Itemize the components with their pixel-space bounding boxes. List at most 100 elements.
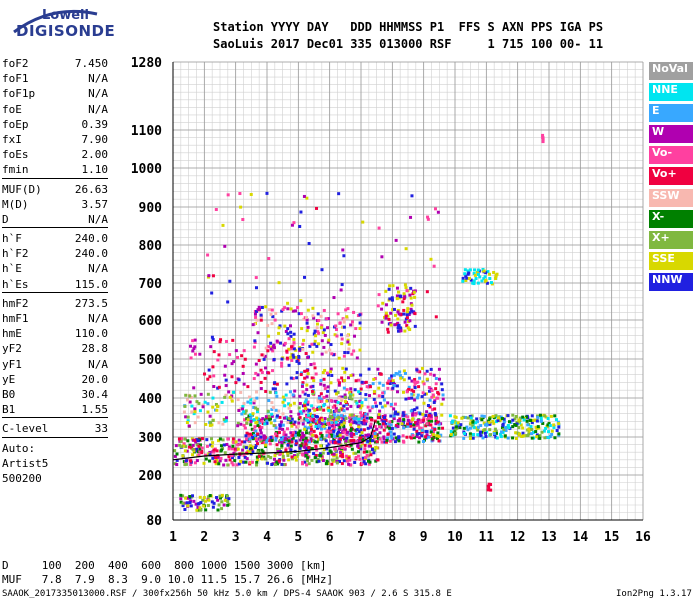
param-value: 1.10 bbox=[81, 163, 109, 177]
data-point bbox=[288, 417, 292, 421]
data-point bbox=[292, 337, 296, 341]
data-point bbox=[555, 429, 559, 433]
data-point bbox=[180, 445, 184, 449]
data-point bbox=[329, 370, 333, 374]
data-point bbox=[304, 415, 308, 419]
data-point bbox=[227, 447, 231, 451]
data-point bbox=[414, 421, 418, 425]
data-point bbox=[259, 435, 263, 439]
data-point bbox=[305, 318, 309, 322]
data-point bbox=[299, 299, 303, 303]
data-point bbox=[270, 322, 274, 326]
data-point bbox=[357, 378, 361, 382]
data-point bbox=[290, 358, 294, 362]
data-point bbox=[464, 274, 468, 278]
data-point bbox=[355, 439, 359, 443]
data-point bbox=[472, 282, 476, 286]
data-point bbox=[238, 192, 242, 196]
data-point bbox=[224, 393, 228, 397]
data-point bbox=[183, 404, 187, 408]
data-point bbox=[357, 423, 361, 427]
data-point bbox=[246, 385, 250, 389]
data-point bbox=[412, 427, 416, 431]
data-point bbox=[248, 437, 252, 441]
data-point bbox=[239, 390, 243, 394]
data-point bbox=[409, 302, 413, 306]
data-point bbox=[396, 326, 400, 330]
data-point bbox=[427, 385, 431, 389]
data-point bbox=[286, 307, 290, 311]
data-point bbox=[298, 349, 302, 353]
data-point bbox=[311, 433, 315, 437]
data-point bbox=[305, 444, 309, 448]
data-point bbox=[382, 440, 386, 444]
data-point bbox=[188, 495, 192, 499]
data-point bbox=[348, 394, 352, 398]
data-point bbox=[215, 460, 219, 464]
data-point bbox=[403, 329, 407, 333]
data-point bbox=[259, 454, 263, 458]
data-point bbox=[263, 440, 267, 444]
data-point bbox=[291, 433, 295, 437]
data-point bbox=[287, 363, 291, 367]
data-point bbox=[257, 358, 261, 362]
data-point bbox=[269, 347, 273, 351]
data-point bbox=[347, 347, 351, 351]
data-point bbox=[304, 315, 308, 319]
data-point bbox=[209, 421, 213, 425]
data-point bbox=[278, 324, 282, 328]
data-point bbox=[255, 410, 259, 414]
data-point bbox=[315, 426, 319, 430]
data-point bbox=[357, 415, 361, 419]
data-point bbox=[264, 389, 268, 393]
data-point bbox=[359, 428, 363, 432]
data-point bbox=[382, 398, 386, 402]
data-point bbox=[395, 322, 399, 326]
header-labels: Station YYYY DAY DDD HHMMSS P1 FFS S AXN… bbox=[213, 20, 604, 34]
data-point bbox=[428, 405, 432, 409]
data-point bbox=[281, 423, 285, 427]
param-row: yF2 28.8 bbox=[2, 341, 108, 356]
data-point bbox=[262, 455, 266, 459]
data-point bbox=[224, 384, 228, 388]
data-point bbox=[381, 391, 385, 395]
data-point bbox=[411, 434, 415, 438]
data-point bbox=[422, 382, 426, 386]
data-point bbox=[216, 439, 220, 443]
data-point bbox=[267, 418, 271, 422]
data-point bbox=[480, 418, 484, 422]
data-point bbox=[342, 354, 346, 358]
data-point bbox=[267, 256, 271, 260]
data-point bbox=[345, 316, 349, 320]
data-point bbox=[376, 436, 380, 440]
data-point bbox=[530, 432, 534, 436]
data-point bbox=[324, 439, 328, 443]
data-point bbox=[319, 378, 323, 382]
data-point bbox=[339, 414, 343, 418]
data-point bbox=[318, 417, 322, 421]
y-tick-label: 800 bbox=[139, 239, 163, 254]
data-point bbox=[375, 436, 379, 440]
data-point bbox=[215, 449, 219, 453]
data-point bbox=[228, 458, 232, 462]
data-point bbox=[212, 350, 216, 354]
legend-item: Vo+ bbox=[649, 167, 693, 186]
data-point bbox=[342, 409, 346, 413]
data-point bbox=[275, 443, 279, 447]
data-point bbox=[342, 320, 346, 324]
data-point bbox=[431, 393, 435, 397]
data-point bbox=[251, 450, 255, 454]
data-point bbox=[336, 312, 340, 316]
data-point bbox=[458, 426, 462, 430]
data-point bbox=[304, 398, 308, 402]
data-point bbox=[376, 304, 380, 308]
data-point bbox=[534, 418, 538, 422]
data-point bbox=[316, 398, 320, 402]
data-point bbox=[310, 458, 314, 462]
data-point bbox=[388, 420, 392, 424]
data-point bbox=[340, 283, 344, 287]
data-point bbox=[460, 416, 464, 420]
data-point bbox=[181, 454, 185, 458]
data-point bbox=[434, 416, 438, 420]
data-point bbox=[216, 358, 220, 362]
